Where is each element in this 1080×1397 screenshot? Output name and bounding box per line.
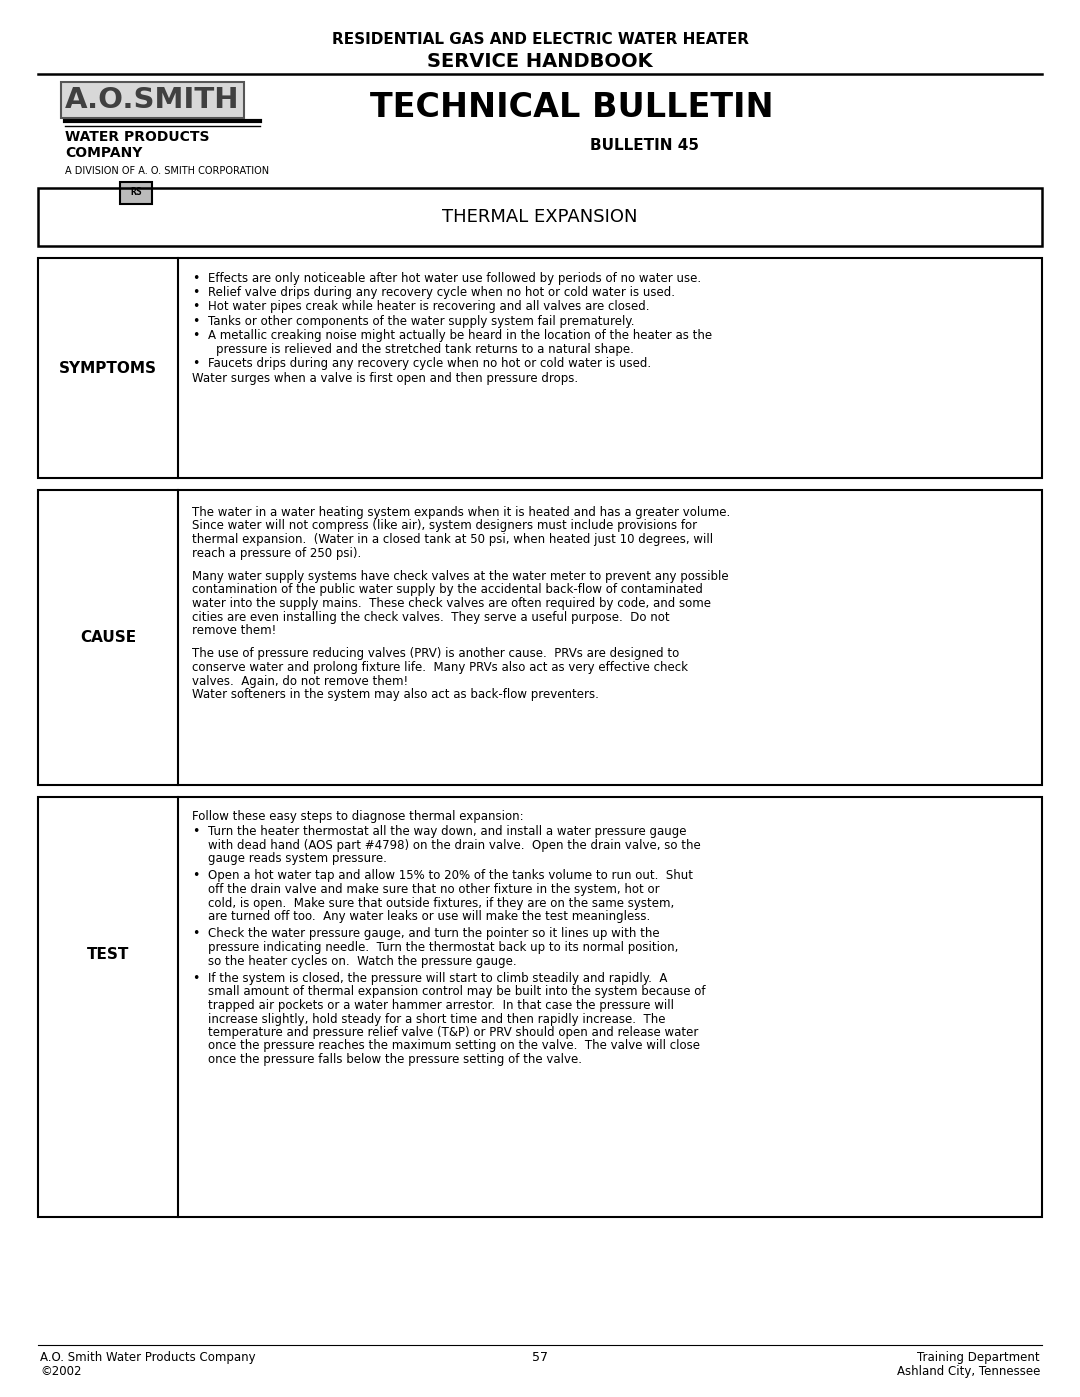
Text: SYMPTOMS: SYMPTOMS [59,360,157,376]
Text: Open a hot water tap and allow 15% to 20% of the tanks volume to run out.  Shut: Open a hot water tap and allow 15% to 20… [208,869,693,883]
Text: TECHNICAL BULLETIN: TECHNICAL BULLETIN [370,91,773,124]
Text: The water in a water heating system expands when it is heated and has a greater : The water in a water heating system expa… [192,506,730,520]
Text: Ashland City, Tennessee: Ashland City, Tennessee [896,1365,1040,1377]
Bar [38,490,1042,785]
Text: Turn the heater thermostat all the way down, and install a water pressure gauge: Turn the heater thermostat all the way d… [208,826,687,838]
Text: Faucets drips during any recovery cycle when no hot or cold water is used.: Faucets drips during any recovery cycle … [208,358,651,370]
Text: off the drain valve and make sure that no other fixture in the system, hot or: off the drain valve and make sure that n… [208,883,660,895]
Text: THERMAL EXPANSION: THERMAL EXPANSION [442,208,638,226]
Bar [38,189,1042,246]
Text: Training Department: Training Department [917,1351,1040,1363]
Text: thermal expansion.  (Water in a closed tank at 50 psi, when heated just 10 degre: thermal expansion. (Water in a closed ta… [192,534,713,546]
Text: so the heater cycles on.  Watch the pressure gauge.: so the heater cycles on. Watch the press… [208,954,516,968]
Text: reach a pressure of 250 psi).: reach a pressure of 250 psi). [192,546,361,560]
Text: valves.  Again, do not remove them!: valves. Again, do not remove them! [192,675,408,687]
Text: •: • [192,972,200,985]
Text: A.O. Smith Water Products Company: A.O. Smith Water Products Company [40,1351,256,1363]
Text: COMPANY: COMPANY [65,147,143,161]
Text: cold, is open.  Make sure that outside fixtures, if they are on the same system,: cold, is open. Make sure that outside fi… [208,897,674,909]
Text: Many water supply systems have check valves at the water meter to prevent any po: Many water supply systems have check val… [192,570,729,583]
Text: A metallic creaking noise might actually be heard in the location of the heater : A metallic creaking noise might actually… [208,328,712,342]
Text: Since water will not compress (like air), system designers must include provisio: Since water will not compress (like air)… [192,520,697,532]
Text: BULLETIN 45: BULLETIN 45 [590,138,699,154]
Text: RS: RS [130,187,141,197]
Bar [38,258,1042,478]
Text: pressure indicating needle.  Turn the thermostat back up to its normal position,: pressure indicating needle. Turn the the… [208,942,678,954]
Text: A DIVISION OF A. O. SMITH CORPORATION: A DIVISION OF A. O. SMITH CORPORATION [65,166,269,176]
Text: Check the water pressure gauge, and turn the pointer so it lines up with the: Check the water pressure gauge, and turn… [208,928,660,940]
Text: •: • [192,300,200,313]
Text: trapped air pockets or a water hammer arrestor.  In that case the pressure will: trapped air pockets or a water hammer ar… [208,999,674,1011]
Text: •: • [192,928,200,940]
Text: WATER PRODUCTS: WATER PRODUCTS [65,130,210,144]
Text: •: • [192,286,200,299]
Text: remove them!: remove them! [192,624,276,637]
Text: increase slightly, hold steady for a short time and then rapidly increase.  The: increase slightly, hold steady for a sho… [208,1013,665,1025]
Text: ©2002: ©2002 [40,1365,81,1377]
Text: temperature and pressure relief valve (T&P) or PRV should open and release water: temperature and pressure relief valve (T… [208,1025,699,1039]
Text: •: • [192,272,200,285]
Text: Tanks or other components of the water supply system fail prematurely.: Tanks or other components of the water s… [208,314,635,328]
Text: once the pressure reaches the maximum setting on the valve.  The valve will clos: once the pressure reaches the maximum se… [208,1039,700,1052]
Text: •: • [192,314,200,328]
Text: TEST: TEST [86,947,130,963]
Text: small amount of thermal expansion control may be built into the system because o: small amount of thermal expansion contro… [208,985,705,999]
Text: Follow these easy steps to diagnose thermal expansion:: Follow these easy steps to diagnose ther… [192,810,524,823]
Text: CAUSE: CAUSE [80,630,136,645]
Text: •: • [192,826,200,838]
Text: pressure is relieved and the stretched tank returns to a natural shape.: pressure is relieved and the stretched t… [216,344,634,356]
Text: A.O.SMITH: A.O.SMITH [65,87,240,115]
Text: are turned off too.  Any water leaks or use will make the test meaningless.: are turned off too. Any water leaks or u… [208,909,650,923]
Text: Hot water pipes creak while heater is recovering and all valves are closed.: Hot water pipes creak while heater is re… [208,300,649,313]
Text: Water softeners in the system may also act as back-flow preventers.: Water softeners in the system may also a… [192,687,599,701]
Text: SERVICE HANDBOOK: SERVICE HANDBOOK [428,52,652,71]
Text: If the system is closed, the pressure will start to climb steadily and rapidly. : If the system is closed, the pressure wi… [208,972,667,985]
Text: with dead hand (AOS part #4798) on the drain valve.  Open the drain valve, so th: with dead hand (AOS part #4798) on the d… [208,838,701,852]
Text: Effects are only noticeable after hot water use followed by periods of no water : Effects are only noticeable after hot wa… [208,272,701,285]
Text: once the pressure falls below the pressure setting of the valve.: once the pressure falls below the pressu… [208,1053,582,1066]
Text: RESIDENTIAL GAS AND ELECTRIC WATER HEATER: RESIDENTIAL GAS AND ELECTRIC WATER HEATE… [332,32,748,47]
Text: •: • [192,869,200,883]
Text: Relief valve drips during any recovery cycle when no hot or cold water is used.: Relief valve drips during any recovery c… [208,286,675,299]
Bar [120,182,152,204]
Text: •: • [192,358,200,370]
Text: 57: 57 [532,1351,548,1363]
Bar [38,798,1042,1217]
Text: contamination of the public water supply by the accidental back-flow of contamin: contamination of the public water supply… [192,584,703,597]
Text: gauge reads system pressure.: gauge reads system pressure. [208,852,387,865]
Text: cities are even installing the check valves.  They serve a useful purpose.  Do n: cities are even installing the check val… [192,610,670,623]
Text: water into the supply mains.  These check valves are often required by code, and: water into the supply mains. These check… [192,597,711,610]
Text: conserve water and prolong fixture life.  Many PRVs also act as very effective c: conserve water and prolong fixture life.… [192,661,688,673]
Text: The use of pressure reducing valves (PRV) is another cause.  PRVs are designed t: The use of pressure reducing valves (PRV… [192,647,679,661]
Text: •: • [192,328,200,342]
Text: Water surges when a valve is first open and then pressure drops.: Water surges when a valve is first open … [192,373,578,386]
